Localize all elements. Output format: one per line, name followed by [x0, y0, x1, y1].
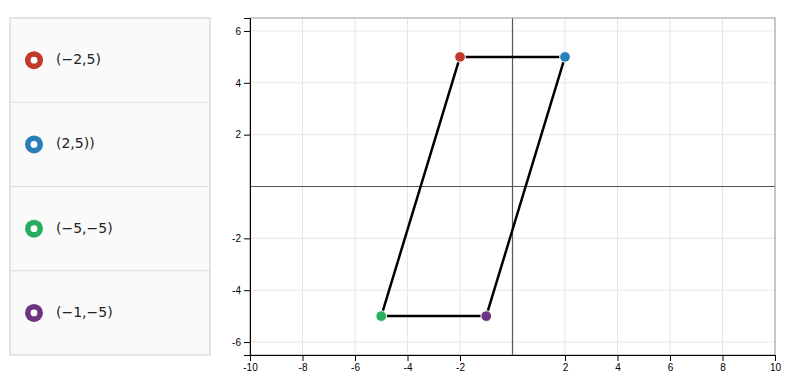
point: [560, 52, 571, 63]
legend-swatch-center: [31, 309, 38, 316]
plot-frame: [250, 18, 775, 355]
legend-label: (−2,5): [56, 51, 101, 67]
tick-mark: [775, 355, 776, 361]
legend-swatch: [25, 220, 43, 238]
tick-label: -2: [456, 362, 465, 373]
legend-swatch: [25, 304, 43, 322]
tick-label: 2: [563, 362, 569, 373]
tick-label: 10: [770, 362, 782, 373]
legend-label: (−1,−5): [56, 304, 113, 320]
legend-swatch-center: [31, 141, 38, 148]
tick: -10: [243, 355, 258, 373]
tick-label: 4: [615, 362, 621, 373]
tick: -4: [404, 355, 413, 373]
tick: 6: [235, 26, 250, 37]
tick-mark: [244, 135, 250, 136]
tick-mark: [244, 342, 250, 343]
axis-line: [244, 19, 251, 356]
tick: -2: [456, 355, 465, 373]
tick-label: -10: [243, 362, 258, 373]
tick-mark: [460, 355, 461, 361]
legend-separator: [10, 270, 210, 271]
tick: 6: [668, 355, 674, 373]
tick-label: 6: [668, 362, 674, 373]
tick-mark: [670, 355, 671, 361]
legend-separator: [10, 186, 210, 187]
tick: -6: [351, 355, 360, 373]
legend-box: [10, 18, 210, 355]
tick-mark: [618, 355, 619, 361]
chart: -10-8-6-4-2246810-6-4-2246(−2,5)(2,5))(−…: [0, 0, 800, 385]
tick-label: -4: [404, 362, 413, 373]
tick: 2: [235, 129, 250, 140]
tick-mark: [244, 83, 250, 84]
polygon-line: [381, 57, 565, 316]
tick-label: 2: [235, 129, 241, 140]
tick: -2: [232, 233, 250, 244]
tick-label: -6: [232, 337, 241, 348]
tick: 2: [563, 355, 569, 373]
tick-mark: [244, 238, 250, 239]
legend: (−2,5) (2,5)) (−5,−5) (−1,−5): [10, 18, 210, 355]
tick: 4: [615, 355, 621, 373]
tick-label: -8: [299, 362, 308, 373]
origin-axis-line: [250, 186, 775, 187]
tick-mark: [244, 31, 250, 32]
legend-separator: [10, 102, 210, 103]
tick: -4: [232, 285, 250, 296]
tick-label: -4: [232, 285, 241, 296]
axis-line: [251, 356, 776, 362]
tick-label: 8: [720, 362, 726, 373]
point: [481, 311, 492, 322]
tick-mark: [723, 355, 724, 361]
tick-label: 4: [235, 78, 241, 89]
tick: 10: [770, 355, 782, 373]
legend-swatch: [25, 135, 43, 153]
tick-mark: [355, 355, 356, 361]
tick: 8: [720, 355, 726, 373]
legend-label: (2,5)): [56, 135, 95, 151]
tick: 4: [235, 78, 250, 89]
tick-mark: [565, 355, 566, 361]
legend-swatch-center: [31, 57, 38, 64]
grid: [250, 18, 775, 355]
x-axis: -10 -8 -6 -4 -2 2 4 6 8 10: [243, 355, 781, 373]
point: [376, 311, 387, 322]
y-axis: -6 -4 -2 2 4 6: [232, 19, 250, 356]
point: [455, 52, 466, 63]
tick-label: -2: [232, 233, 241, 244]
tick-mark: [408, 355, 409, 361]
tick: -6: [232, 337, 250, 348]
plot-area: [376, 52, 570, 322]
tick-mark: [244, 290, 250, 291]
legend-label: (−5,−5): [56, 220, 113, 236]
legend-swatch: [25, 51, 43, 69]
tick-label: 6: [235, 26, 241, 37]
tick-label: -6: [351, 362, 360, 373]
legend-swatch-center: [31, 225, 38, 232]
tick: -8: [299, 355, 308, 373]
tick-mark: [303, 355, 304, 361]
